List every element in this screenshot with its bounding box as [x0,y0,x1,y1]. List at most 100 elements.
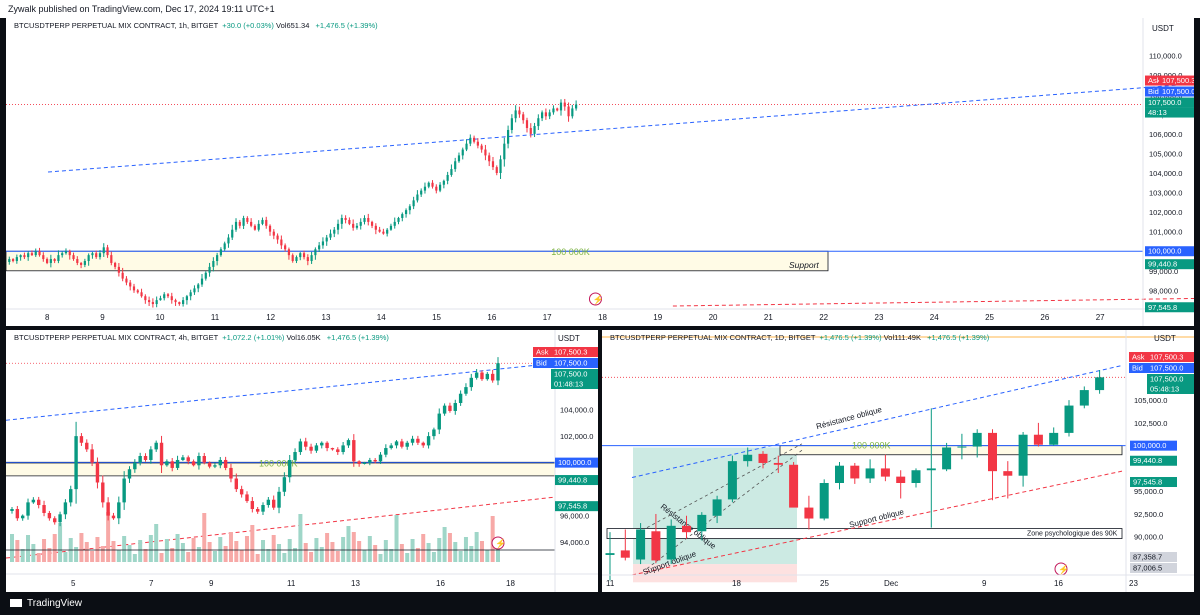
c1h-candle [525,120,529,129]
c4h-candle [405,442,409,447]
y-tick-label: 103,000.0 [1149,189,1182,198]
level-99k-label-bg [555,475,598,486]
c1h-candle [325,237,328,242]
c1h-candle [469,137,472,144]
c4h-candle [47,512,52,519]
annotation-100k: 100 000K [259,459,298,469]
y-tick-label: 102,000.0 [560,432,593,441]
c1h-candle [125,278,128,283]
c1h-candle [284,245,287,250]
c1d-candle [1018,434,1028,476]
chart-1h-title: BTCUSDTPERP PERPETUAL MIX CONTRACT, 1h, … [14,21,378,30]
volume-bar [180,543,185,562]
c1h-candle [204,272,207,279]
c1h-candle [529,128,532,134]
volume-bar [282,553,287,562]
c1d-candle [1003,471,1013,476]
c1h-candle [506,129,510,144]
c1h-candle [261,219,264,224]
x-tick-label: 23 [875,313,884,322]
chart-1h-svg[interactable]: 100 000KSupport⚡110,000.0109,000.0108,00… [6,18,1194,326]
ask-label-bg [1129,352,1147,362]
y-tick-label: 90,000.0 [1134,533,1163,542]
c1h-candle [363,217,366,222]
c4h-candle [74,436,78,490]
c4h-candle [480,372,484,380]
c1d-candle [636,529,646,560]
bid-value: 107,500.0 [1162,87,1194,96]
c1h-candle [185,296,188,301]
volume-bar [223,546,228,562]
brand-label: TradingView [27,598,83,609]
c4h-candle [464,387,468,394]
chart-4h-svg[interactable]: 100 000K ⚡ 104,000.0 102,000.0 96,000.0 94,00… [6,330,598,592]
bid-value-bg [1147,363,1194,373]
c4h-candle [117,502,121,519]
c1h-candle [522,114,525,121]
c4h-candle [202,456,206,463]
c1h-candle [280,239,283,246]
c1h-candle [83,261,86,265]
last-price-label: 107,500.0 [554,370,587,379]
chart-pane-1d[interactable]: Zone psychologique des 90K 100 000K Résist… [602,330,1194,592]
volume-bar [474,532,479,562]
volume-bar [298,514,303,562]
currency-label: USDT [1152,24,1174,33]
c4h-candle [133,462,137,470]
volume-bar [111,541,116,562]
volume-bar [426,543,431,562]
c4h-candle [53,518,57,523]
last-price-label: 107,500.0 [1148,98,1181,107]
c1h-candle [420,190,423,195]
c1h-candle [408,206,411,211]
volume-bar [175,534,180,562]
c1h-candle [197,284,200,289]
c1h-candle [8,259,11,262]
c1h-candle [265,219,268,226]
currency-label: USDT [558,334,580,343]
volume-bar [373,545,378,562]
volume-bar [154,524,159,562]
c1h-candle [314,249,317,256]
y-tick-label: 105,000.0 [1134,396,1167,405]
volume-bar [325,533,330,562]
c4h-candle [170,461,174,468]
volume-bar [405,553,410,562]
x-tick-label: 10 [156,313,165,322]
volume-bar [442,527,447,562]
y-tick-label: 104,000.0 [1149,169,1182,178]
c1h-candle [544,112,547,117]
c1h-candle [253,225,257,230]
c1h-candle [370,221,374,226]
c1h-candle [454,161,457,170]
volume-bar [132,554,137,562]
chart-1d-svg[interactable]: Zone psychologique des 90K 100 000K Résist… [602,330,1194,592]
y-tick-label: 101,000.0 [1149,228,1182,237]
volume-bar [186,552,191,562]
c4h-candle [458,393,463,403]
x-tick-label: 13 [351,579,360,588]
chart-pane-4h[interactable]: 100 000K ⚡ 104,000.0 102,000.0 96,000.0 94,00… [6,330,598,592]
level-99k-label: 99,440.8 [1148,260,1177,269]
c4h-candle [42,505,46,513]
c1d-candle [620,550,630,558]
c4h-candle [437,413,441,430]
y-tick-label: 95,000.0 [1134,487,1163,496]
c4h-candle [474,372,479,378]
volume-bar [79,533,84,562]
c1h-candle [340,217,343,224]
c1h-candle [423,186,427,191]
support-zone [6,250,829,272]
x-tick-label: 18 [506,579,515,588]
c1d-candle [865,468,875,479]
c4h-candle [453,403,457,411]
volume-bar [431,552,436,562]
c1h-candle [38,251,41,256]
chart-pane-1h[interactable]: 100 000KSupport⚡110,000.0109,000.0108,00… [6,18,1194,326]
volume-bar [122,536,127,562]
y-tick-label: 96,000.0 [560,512,589,521]
volume-bar [479,541,484,562]
volume-bar [244,536,249,562]
c1d-candle [880,468,890,477]
c4h-candle [384,448,388,455]
